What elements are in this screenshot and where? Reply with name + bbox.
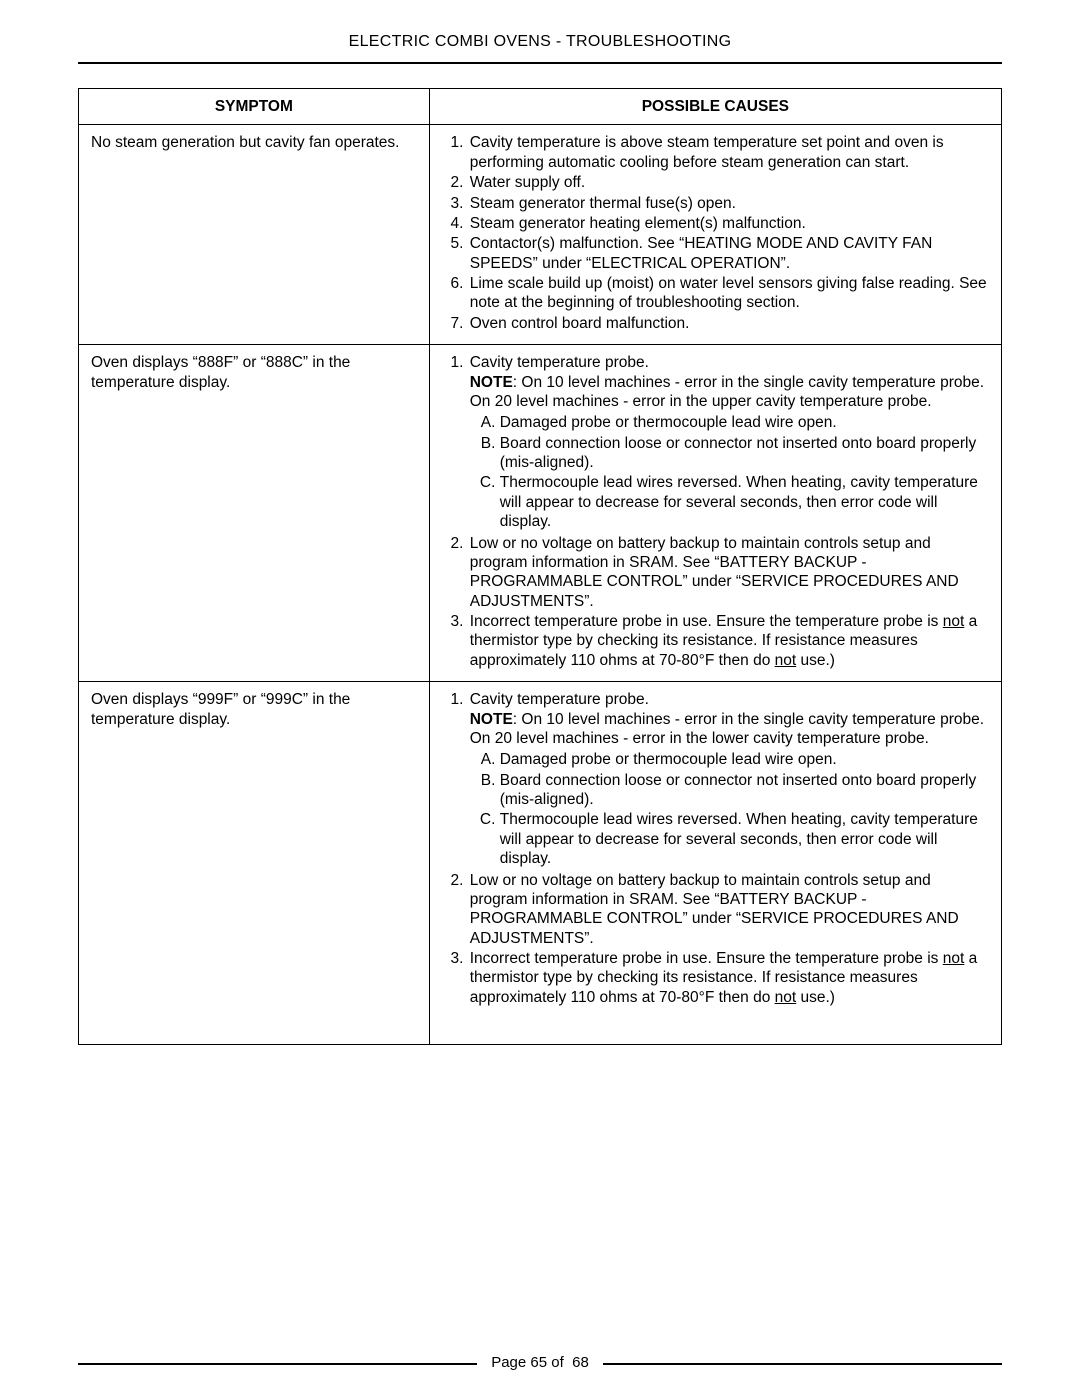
cause-item: Cavity temperature is above steam temper…	[468, 133, 989, 172]
cause-sublist: Damaged probe or thermocouple lead wire …	[470, 750, 989, 868]
cause-item: Low or no voltage on battery backup to m…	[468, 534, 989, 612]
col-header-causes: POSSIBLE CAUSES	[429, 89, 1001, 125]
cause-item: Steam generator heating element(s) malfu…	[468, 214, 989, 233]
cause-item: Low or no voltage on battery backup to m…	[468, 871, 989, 949]
cause-subitem: Damaged probe or thermocouple lead wire …	[500, 413, 989, 432]
footer-rule-left	[78, 1363, 477, 1365]
cause-subitem: Thermocouple lead wires reversed. When h…	[500, 810, 989, 868]
cause-item: Cavity temperature probe.NOTE: On 10 lev…	[468, 690, 989, 868]
cause-item: Water supply off.	[468, 173, 989, 192]
troubleshooting-table: SYMPTOM POSSIBLE CAUSES No steam generat…	[78, 88, 1002, 1045]
cell-padding	[442, 1008, 989, 1034]
page-header: ELECTRIC COMBI OVENS - TROUBLESHOOTING	[78, 32, 1002, 64]
cause-item: Oven control board malfunction.	[468, 314, 989, 333]
cause-item: Steam generator thermal fuse(s) open.	[468, 194, 989, 213]
note-label: NOTE	[470, 711, 513, 728]
col-header-symptom: SYMPTOM	[79, 89, 430, 125]
cause-item: Cavity temperature probe.NOTE: On 10 lev…	[468, 353, 989, 531]
cause-item: Lime scale build up (moist) on water lev…	[468, 274, 989, 313]
table-row: Oven displays “888F” or “888C” in the te…	[79, 345, 1002, 682]
cause-item: Incorrect temperature probe in use. Ensu…	[468, 612, 989, 670]
causes-list: Cavity temperature probe.NOTE: On 10 lev…	[442, 353, 989, 670]
cause-note: NOTE: On 10 level machines - error in th…	[470, 373, 989, 412]
footer-rule-right	[603, 1363, 1002, 1365]
cause-subitem: Damaged probe or thermocouple lead wire …	[500, 750, 989, 769]
page-number-label: Page 65 of	[491, 1354, 564, 1371]
table-header-row: SYMPTOM POSSIBLE CAUSES	[79, 89, 1002, 125]
causes-cell: Cavity temperature is above steam temper…	[429, 125, 1001, 345]
table-row: Oven displays “999F” or “999C” in the te…	[79, 682, 1002, 1045]
symptom-cell: No steam generation but cavity fan opera…	[79, 125, 430, 345]
causes-cell: Cavity temperature probe.NOTE: On 10 lev…	[429, 345, 1001, 682]
cause-subitem: Board connection loose or connector not …	[500, 771, 989, 810]
causes-list: Cavity temperature probe.NOTE: On 10 lev…	[442, 690, 989, 1007]
cause-item: Incorrect temperature probe in use. Ensu…	[468, 949, 989, 1007]
symptom-cell: Oven displays “888F” or “888C” in the te…	[79, 345, 430, 682]
note-label: NOTE	[470, 374, 513, 391]
page-number: Page 65 of 68	[489, 1354, 591, 1373]
causes-list: Cavity temperature is above steam temper…	[442, 133, 989, 333]
symptom-cell: Oven displays “999F” or “999C” in the te…	[79, 682, 430, 1045]
table-row: No steam generation but cavity fan opera…	[79, 125, 1002, 345]
cause-item: Contactor(s) malfunction. See “HEATING M…	[468, 234, 989, 273]
page-total: 68	[572, 1354, 589, 1371]
causes-cell: Cavity temperature probe.NOTE: On 10 lev…	[429, 682, 1001, 1045]
page-footer: Page 65 of 68	[78, 1354, 1002, 1373]
page: ELECTRIC COMBI OVENS - TROUBLESHOOTING S…	[0, 0, 1080, 1397]
cause-subitem: Board connection loose or connector not …	[500, 434, 989, 473]
cause-sublist: Damaged probe or thermocouple lead wire …	[470, 413, 989, 531]
cause-subitem: Thermocouple lead wires reversed. When h…	[500, 473, 989, 531]
cause-note: NOTE: On 10 level machines - error in th…	[470, 710, 989, 749]
